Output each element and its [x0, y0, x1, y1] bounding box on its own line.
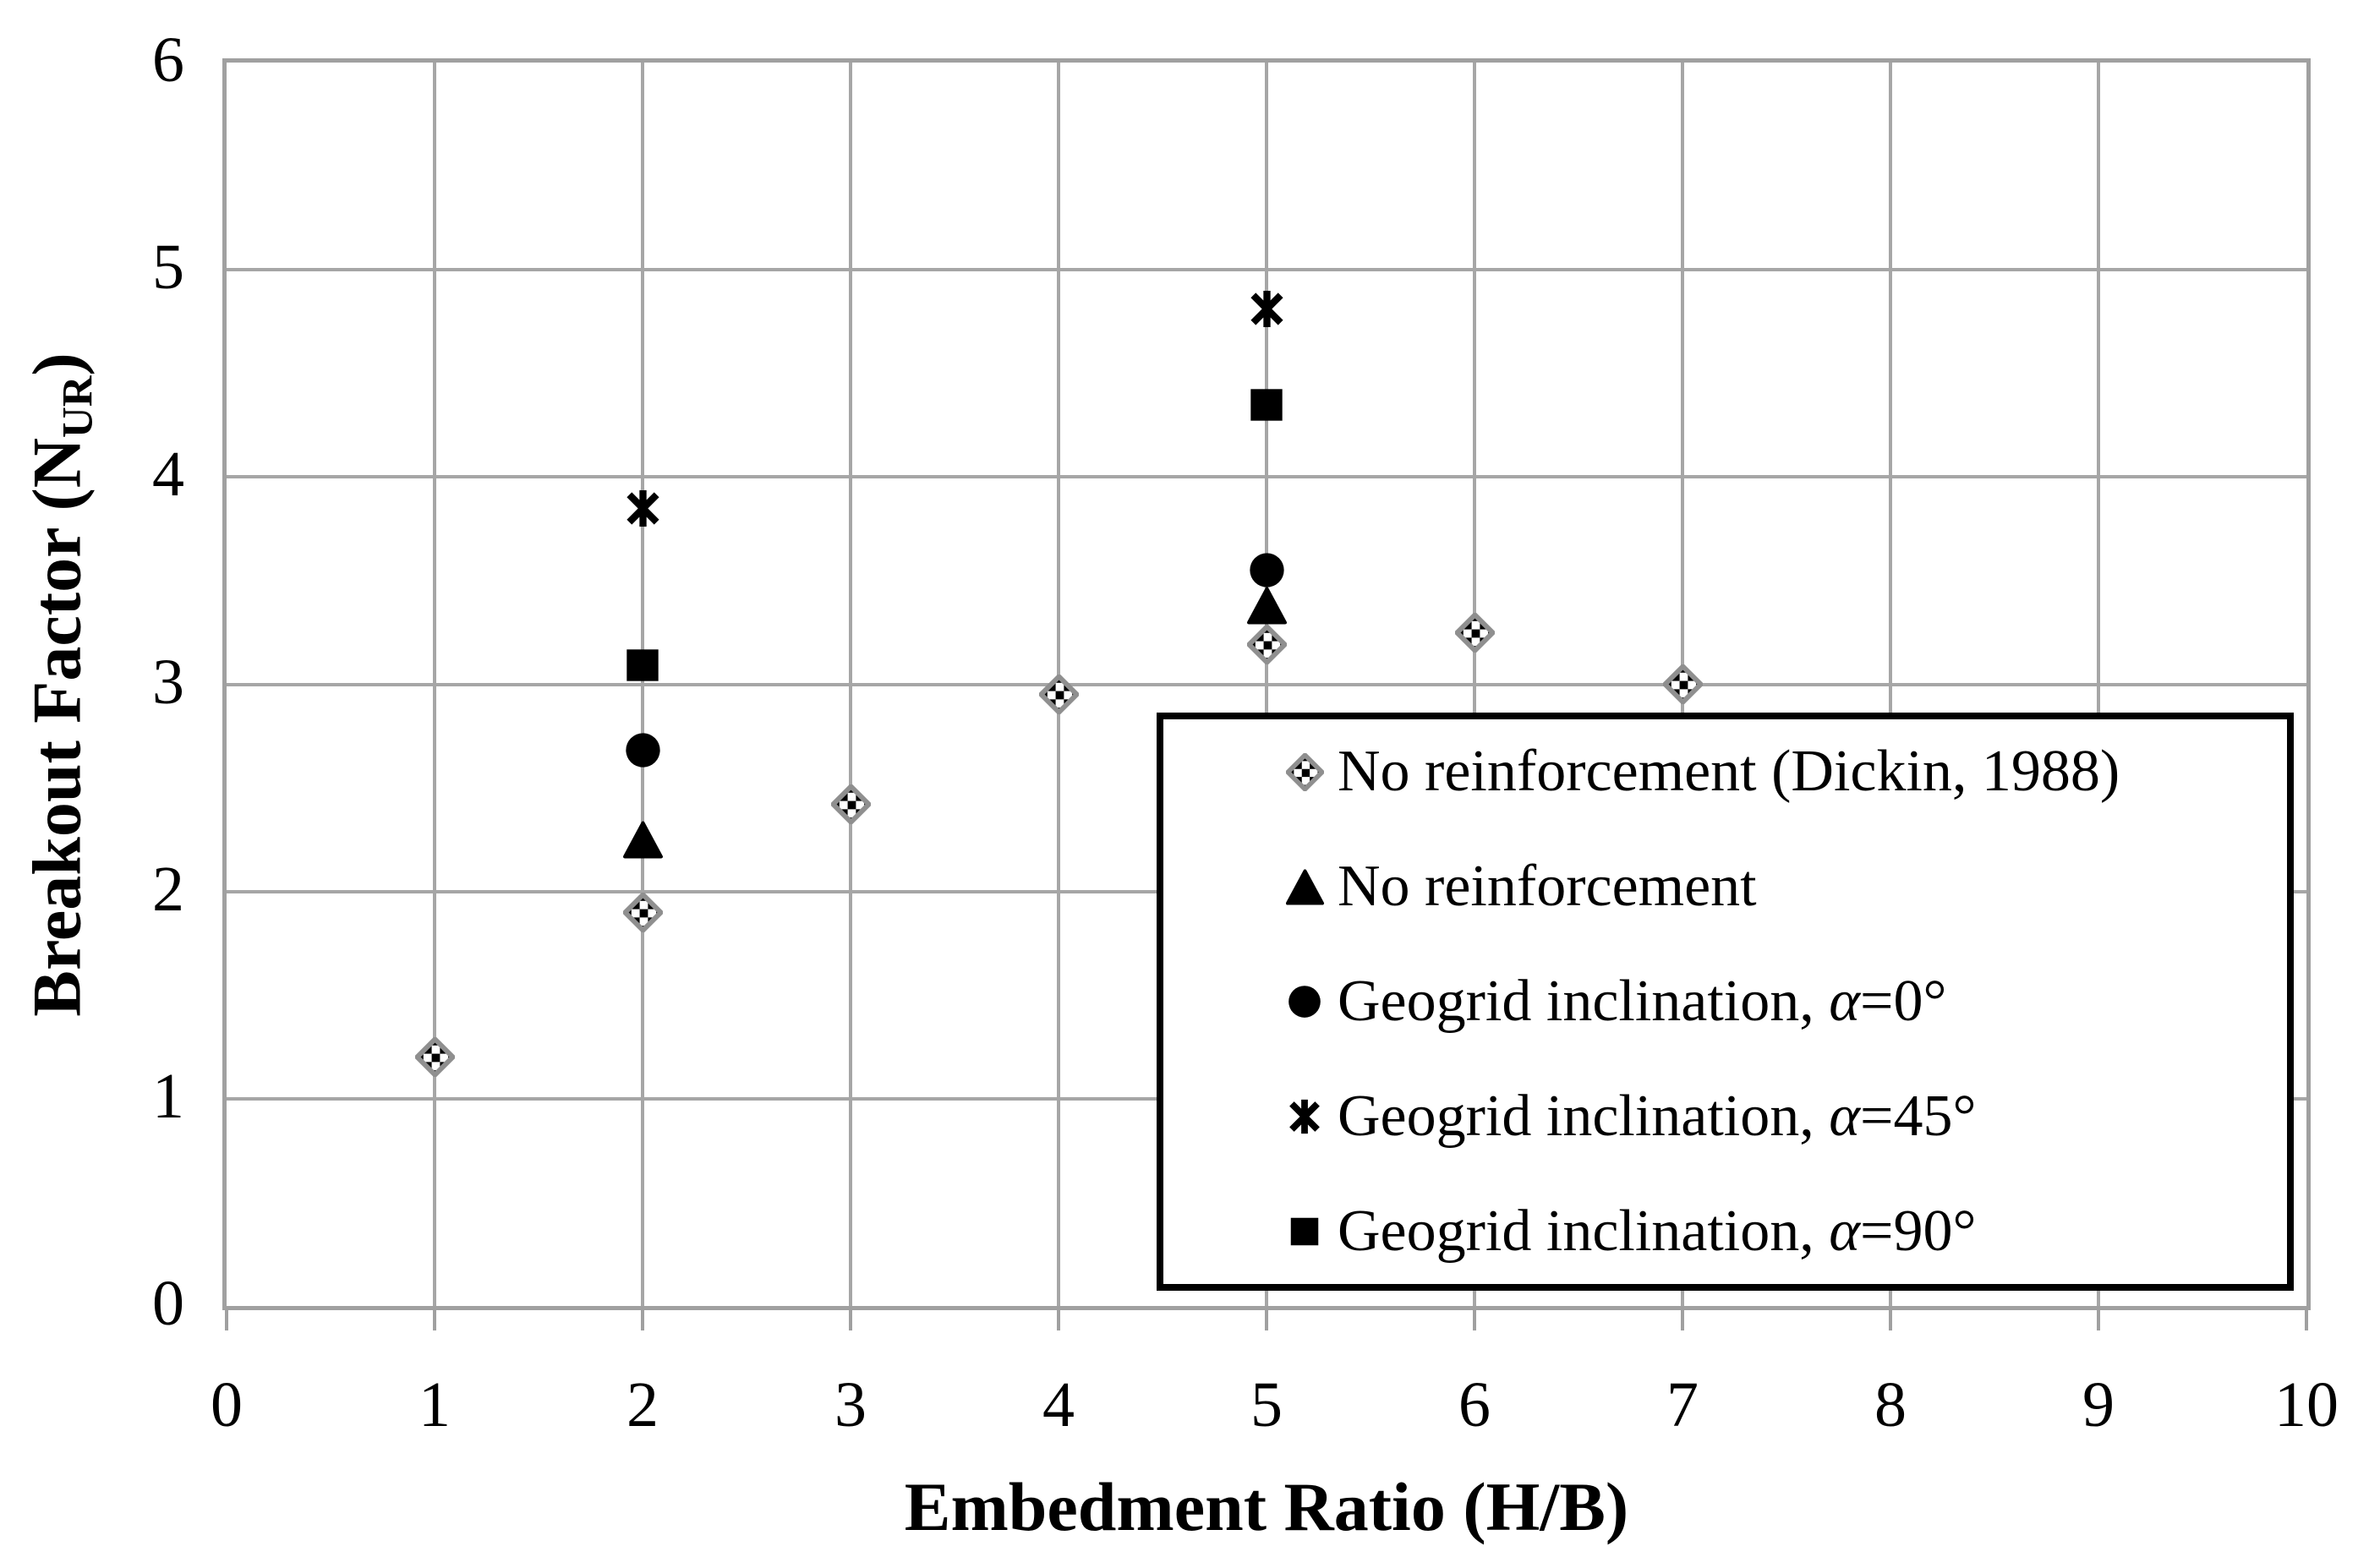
- legend-label-text: α: [1829, 1199, 1861, 1264]
- data-point-square: [1247, 385, 1286, 424]
- x-tick-mark: [2097, 1310, 2100, 1330]
- legend-item-label: No reinforcement (Dickin, 1988): [1338, 742, 2120, 801]
- y-tick-label: 0: [152, 1267, 184, 1339]
- legend-label-text: Geogrid inclination,: [1338, 1199, 1830, 1264]
- gridline-horizontal: [227, 682, 2306, 686]
- legend-label-text: Geogrid inclination,: [1338, 969, 1830, 1034]
- x-tick-mark: [225, 1310, 228, 1330]
- data-point-asterisk: [1247, 289, 1287, 329]
- y-axis-title-text: Breakout Factor (N: [18, 437, 96, 1017]
- marker-circle-icon: [624, 731, 662, 769]
- marker-diamond-checker-icon: [1453, 610, 1496, 654]
- legend-label-text: =90°: [1860, 1199, 1977, 1264]
- marker-square-icon: [1247, 385, 1286, 424]
- marker-diamond-checker-icon: [829, 783, 873, 826]
- y-tick-label: 5: [152, 232, 184, 303]
- data-point-diamond-checker: [1453, 610, 1496, 654]
- y-axis-title-text: UR: [53, 375, 101, 438]
- marker-diamond-checker-icon: [621, 890, 665, 934]
- legend-item: Geogrid inclination, α=0°: [1282, 972, 1947, 1031]
- y-tick-label: 1: [152, 1060, 184, 1132]
- gridline-horizontal: [227, 475, 2306, 479]
- legend-label-text: =45°: [1860, 1084, 1977, 1149]
- legend-item-label: Geogrid inclination, α=90°: [1338, 1202, 1977, 1261]
- x-tick-mark: [433, 1310, 436, 1330]
- gridline-horizontal: [227, 268, 2306, 272]
- marker-circle-icon: [1248, 551, 1286, 589]
- data-point-circle: [624, 731, 662, 769]
- data-point-triangle: [622, 819, 664, 860]
- x-tick-mark: [641, 1310, 644, 1330]
- data-point-asterisk: [623, 489, 663, 528]
- x-axis-title: Embedment Ratio (H/B): [904, 1468, 1629, 1545]
- legend-label-text: No reinforcement: [1338, 854, 1757, 919]
- x-tick-label: 10: [2274, 1369, 2339, 1440]
- data-point-diamond-checker: [829, 783, 873, 826]
- x-tick-mark: [849, 1310, 852, 1330]
- legend-label-text: α: [1829, 1084, 1861, 1149]
- marker-diamond-checker-icon: [1283, 751, 1326, 793]
- x-tick-label: 0: [211, 1369, 243, 1440]
- marker-asterisk-icon: [1247, 289, 1287, 329]
- legend-marker: [1282, 751, 1327, 793]
- marker-asterisk-icon: [1286, 1098, 1323, 1135]
- x-tick-label: 5: [1250, 1369, 1283, 1440]
- data-point-square: [623, 646, 662, 685]
- legend-item: No reinforcement: [1282, 857, 1757, 916]
- data-point-diamond-checker: [413, 1035, 457, 1079]
- marker-triangle-icon: [622, 819, 664, 860]
- data-point-triangle: [1246, 585, 1288, 626]
- y-tick-label: 2: [152, 853, 184, 925]
- x-tick-label: 7: [1666, 1369, 1699, 1440]
- marker-diamond-checker-icon: [1037, 673, 1081, 716]
- y-tick-label: 6: [152, 24, 184, 96]
- legend-marker: [1282, 867, 1327, 907]
- y-tick-label: 3: [152, 646, 184, 718]
- marker-asterisk-icon: [623, 489, 663, 528]
- legend-item-label: No reinforcement: [1338, 857, 1757, 916]
- marker-triangle-icon: [1246, 585, 1288, 626]
- legend-item: Geogrid inclination, α=90°: [1282, 1202, 1977, 1261]
- data-point-diamond-checker: [1037, 673, 1081, 716]
- x-tick-label: 4: [1042, 1369, 1075, 1440]
- marker-circle-icon: [1287, 984, 1322, 1019]
- x-tick-label: 2: [626, 1369, 659, 1440]
- data-point-diamond-checker: [621, 890, 665, 934]
- legend: No reinforcement (Dickin, 1988) No reinfo…: [1157, 713, 2294, 1291]
- x-tick-mark: [1681, 1310, 1684, 1330]
- marker-diamond-checker-icon: [1245, 623, 1288, 667]
- legend-label-text: No reinforcement (Dickin, 1988): [1338, 739, 2120, 804]
- legend-marker: [1282, 984, 1327, 1019]
- x-tick-mark: [1265, 1310, 1268, 1330]
- x-tick-label: 6: [1458, 1369, 1491, 1440]
- legend-item: No reinforcement (Dickin, 1988): [1282, 742, 2120, 801]
- y-axis-title-text: ): [18, 352, 96, 376]
- legend-marker: [1282, 1215, 1327, 1248]
- legend-label-text: Geogrid inclination,: [1338, 1084, 1830, 1149]
- x-tick-mark: [1889, 1310, 1892, 1330]
- marker-diamond-checker-icon: [1661, 663, 1704, 706]
- x-tick-mark: [2305, 1310, 2308, 1330]
- data-point-diamond-checker: [1661, 663, 1704, 706]
- x-tick-label: 9: [2082, 1369, 2115, 1440]
- x-tick-mark: [1057, 1310, 1060, 1330]
- marker-square-icon: [1288, 1215, 1321, 1248]
- marker-triangle-icon: [1285, 867, 1325, 907]
- legend-label-text: =0°: [1860, 969, 1947, 1034]
- legend-item-label: Geogrid inclination, α=0°: [1338, 972, 1947, 1031]
- x-tick-mark: [1473, 1310, 1476, 1330]
- legend-marker: [1282, 1098, 1327, 1135]
- marker-square-icon: [623, 646, 662, 685]
- marker-diamond-checker-icon: [413, 1035, 457, 1079]
- data-point-diamond-checker: [1245, 623, 1288, 667]
- x-tick-label: 8: [1874, 1369, 1907, 1440]
- data-point-circle: [1248, 551, 1286, 589]
- y-tick-label: 4: [152, 439, 184, 511]
- x-tick-label: 1: [419, 1369, 451, 1440]
- legend-item: Geogrid inclination, α=45°: [1282, 1087, 1977, 1146]
- x-tick-label: 3: [834, 1369, 867, 1440]
- legend-item-label: Geogrid inclination, α=45°: [1338, 1087, 1977, 1146]
- legend-label-text: α: [1829, 969, 1861, 1034]
